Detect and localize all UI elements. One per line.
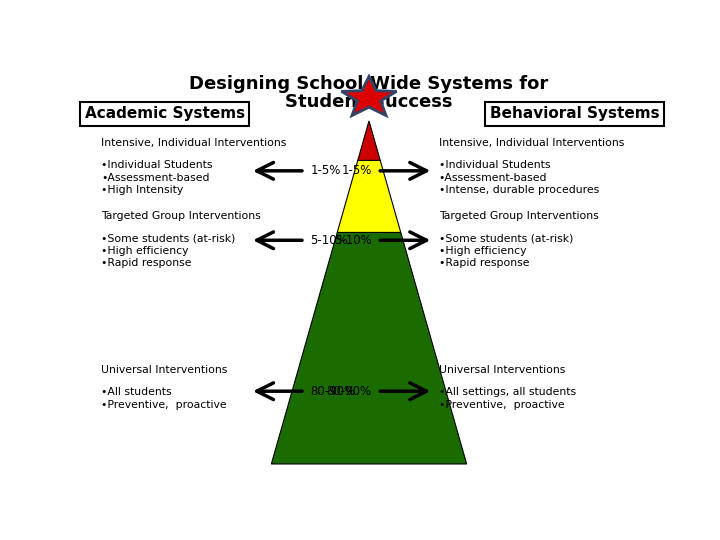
Text: 1-5%: 1-5% (310, 164, 341, 177)
Text: Universal Interventions: Universal Interventions (101, 364, 228, 375)
Text: •Some students (at-risk): •Some students (at-risk) (101, 233, 235, 243)
Text: 5-10%: 5-10% (334, 234, 372, 247)
Text: Academic Systems: Academic Systems (85, 106, 245, 122)
Polygon shape (358, 121, 380, 160)
Polygon shape (271, 232, 467, 464)
Text: •High efficiency: •High efficiency (438, 246, 526, 255)
Text: •Rapid response: •Rapid response (438, 258, 529, 268)
Text: 5-10%: 5-10% (310, 234, 348, 247)
Text: Behavioral Systems: Behavioral Systems (490, 106, 659, 122)
Text: •Some students (at-risk): •Some students (at-risk) (438, 233, 573, 243)
Text: Universal Interventions: Universal Interventions (438, 364, 565, 375)
Text: •Individual Students: •Individual Students (101, 160, 212, 171)
Text: Student Success: Student Success (285, 93, 453, 111)
Text: •High efficiency: •High efficiency (101, 246, 189, 255)
Text: 80-90%: 80-90% (327, 384, 372, 397)
Text: •Intense, durable procedures: •Intense, durable procedures (438, 185, 599, 195)
Text: •All students: •All students (101, 387, 172, 397)
Text: •Preventive,  proactive: •Preventive, proactive (438, 400, 564, 409)
Text: •Rapid response: •Rapid response (101, 258, 192, 268)
Text: Intensive, Individual Interventions: Intensive, Individual Interventions (438, 138, 624, 148)
Text: Designing School-Wide Systems for: Designing School-Wide Systems for (189, 75, 549, 93)
Polygon shape (337, 160, 401, 232)
Text: Targeted Group Interventions: Targeted Group Interventions (101, 211, 261, 221)
Text: 1-5%: 1-5% (341, 164, 372, 177)
Text: •Individual Students: •Individual Students (438, 160, 550, 171)
Text: 80-90%: 80-90% (310, 384, 356, 397)
Text: •All settings, all students: •All settings, all students (438, 387, 576, 397)
Text: •Assessment-based: •Assessment-based (438, 173, 547, 183)
Text: Intensive, Individual Interventions: Intensive, Individual Interventions (101, 138, 287, 148)
Text: Targeted Group Interventions: Targeted Group Interventions (438, 211, 598, 221)
Text: •Preventive,  proactive: •Preventive, proactive (101, 400, 227, 409)
Text: •Assessment-based: •Assessment-based (101, 173, 210, 183)
Polygon shape (341, 77, 397, 116)
Text: •High Intensity: •High Intensity (101, 185, 184, 195)
